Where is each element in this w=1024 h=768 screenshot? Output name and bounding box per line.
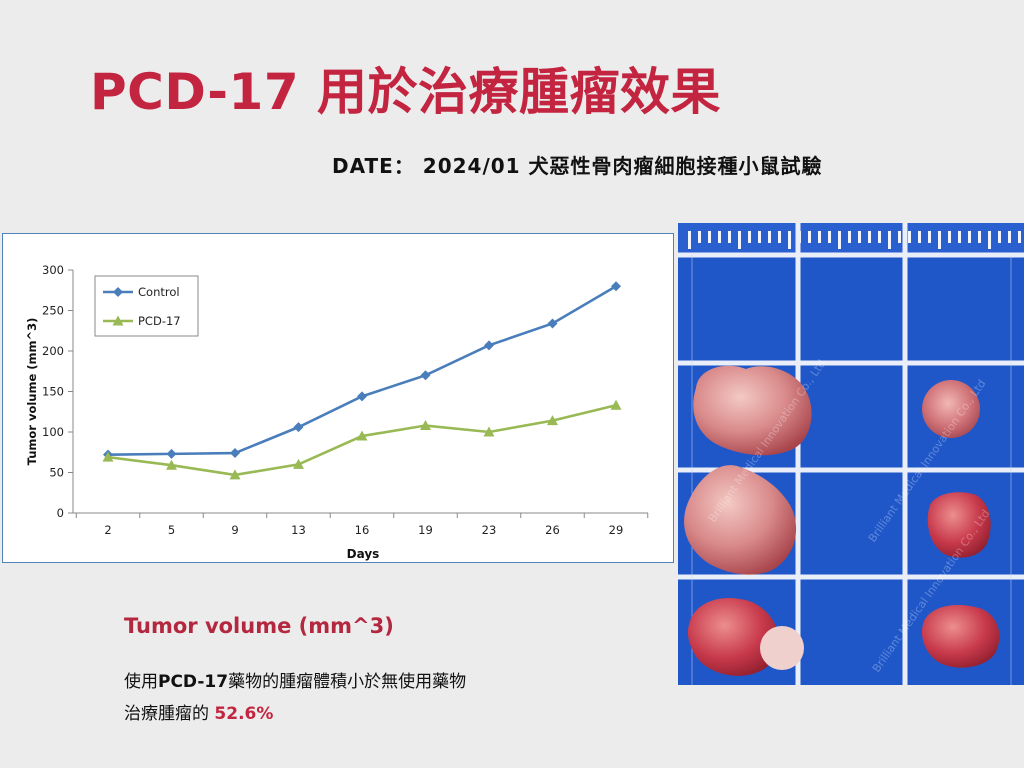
tumor-volume-chart: 0 50 100 150 200 250 300 2 5 9 13 16 19 23 26 29 Days Tum… — [2, 233, 674, 563]
control-point — [166, 448, 177, 459]
ruler-tick — [778, 231, 781, 243]
control-point — [113, 287, 123, 297]
pcd17-point — [229, 469, 241, 480]
line-chart: 0 50 100 150 200 250 300 2 5 9 13 16 19 23 26 29 Days Tum… — [25, 263, 649, 561]
caption-line-2: 治療腫瘤的 52.6% — [124, 698, 466, 730]
ruler-tick — [758, 231, 761, 243]
ruler-tick — [708, 231, 711, 243]
y-axis-title: Tumor volume (mm^3) — [25, 318, 39, 466]
ruler-tick — [768, 231, 771, 243]
ruler-tick — [858, 231, 861, 243]
ruler-tick — [978, 231, 981, 243]
pcd17-point — [483, 426, 495, 437]
y-tick-label: 250 — [42, 304, 64, 318]
ruler-tick — [788, 231, 791, 249]
caption-drug-name: PCD-17 — [158, 672, 229, 692]
page-title: PCD-17 用於治療腫瘤效果 — [90, 63, 722, 121]
pcd17-point — [166, 459, 177, 470]
control-tumor-3 — [687, 597, 779, 676]
ruler-tick — [878, 231, 881, 243]
control-tumor-1 — [693, 365, 812, 456]
control-tumor-3-lobe — [760, 626, 804, 670]
ruler-tick — [918, 231, 921, 243]
y-tick-label: 150 — [42, 385, 64, 399]
pcd17-point — [102, 451, 114, 462]
x-tick-label: 29 — [609, 523, 624, 537]
pcd17-point — [356, 430, 368, 441]
ruler-tick — [1018, 231, 1021, 243]
x-axis-title: Days — [347, 547, 380, 561]
ruler-tick — [688, 231, 691, 249]
y-tick-label: 50 — [49, 466, 64, 480]
ruler-tick — [698, 231, 701, 243]
ruler-tick — [838, 231, 841, 249]
ruler-tick — [738, 231, 741, 249]
x-tick-label: 19 — [418, 523, 433, 537]
pcd17-tumor-2 — [927, 492, 991, 558]
control-point — [484, 340, 494, 351]
ruler-tick — [958, 231, 961, 243]
x-tick-label: 9 — [231, 523, 238, 537]
x-tick-label: 16 — [355, 523, 370, 537]
caption-line1-suffix: 藥物的腫瘤體積小於無使用藥物 — [228, 672, 467, 692]
y-tick-label: 0 — [57, 506, 64, 520]
control-tumor-2 — [684, 465, 797, 575]
ruler-tick — [828, 231, 831, 243]
ruler-tick — [968, 231, 971, 243]
legend-box — [94, 275, 199, 337]
pcd17-point — [112, 315, 124, 326]
control-point — [547, 318, 558, 329]
caption-line-1: 使用PCD-17藥物的腫瘤體積小於無使用藥物 — [124, 666, 466, 698]
pcd17-tumor-3 — [921, 605, 1000, 668]
ruler-tick — [728, 231, 731, 243]
ruler-tick — [898, 231, 901, 243]
x-tick-label: 26 — [545, 523, 560, 537]
y-tick-label: 200 — [42, 344, 64, 358]
pcd17-tumor-1 — [922, 380, 980, 438]
caption-title: Tumor volume (mm^3) — [124, 614, 394, 638]
control-point — [611, 281, 621, 292]
ruler-tick — [988, 231, 991, 249]
ruler-tick — [848, 231, 851, 243]
x-tick-label: 13 — [291, 523, 306, 537]
tumor-photo-illustration: Brilliant Medical Innovation Co., Ltd Br… — [678, 223, 1024, 685]
tumor-specimen-photo: Brilliant Medical Innovation Co., Ltd Br… — [678, 223, 1024, 685]
caption-percentage: 52.6% — [214, 704, 274, 724]
pcd17-point — [547, 415, 558, 426]
ruler-ticks — [688, 231, 1021, 249]
ruler-tick — [868, 231, 871, 243]
ruler-tick — [948, 231, 951, 243]
ruler-tick — [888, 231, 891, 249]
ruler-tick — [998, 231, 1001, 243]
legend-label-pcd17: PCD-17 — [138, 314, 181, 328]
control-point — [293, 422, 304, 433]
y-tick-label: 100 — [42, 425, 64, 439]
legend-label-control: Control — [138, 285, 180, 299]
ruler-tick — [818, 231, 821, 243]
x-tick-label: 2 — [104, 523, 111, 537]
ruler-tick — [928, 231, 931, 243]
pcd17-point — [293, 458, 304, 469]
y-tick-label: 300 — [42, 263, 64, 277]
ruler-tick — [908, 231, 911, 243]
control-point — [357, 391, 367, 402]
control-point — [420, 370, 431, 381]
ruler-tick — [718, 231, 721, 243]
pcd17-point — [420, 420, 431, 431]
x-tick-label: 5 — [168, 523, 175, 537]
date-line: DATE： 2024/01 犬惡性骨肉瘤細胞接種小鼠試驗 — [332, 154, 823, 178]
control-point — [230, 448, 240, 459]
caption-line2-prefix: 治療腫瘤的 — [124, 704, 215, 724]
ruler-tick — [1008, 231, 1011, 243]
caption-text: 使用PCD-17藥物的腫瘤體積小於無使用藥物 治療腫瘤的 52.6% — [124, 666, 466, 730]
ruler-tick — [938, 231, 941, 249]
ruler-tick — [808, 231, 811, 243]
ruler-tick — [748, 231, 751, 243]
fine-grid — [691, 255, 1012, 685]
pcd17-point — [610, 399, 622, 410]
caption-line1-prefix: 使用 — [124, 672, 158, 692]
x-tick-label: 23 — [482, 523, 497, 537]
